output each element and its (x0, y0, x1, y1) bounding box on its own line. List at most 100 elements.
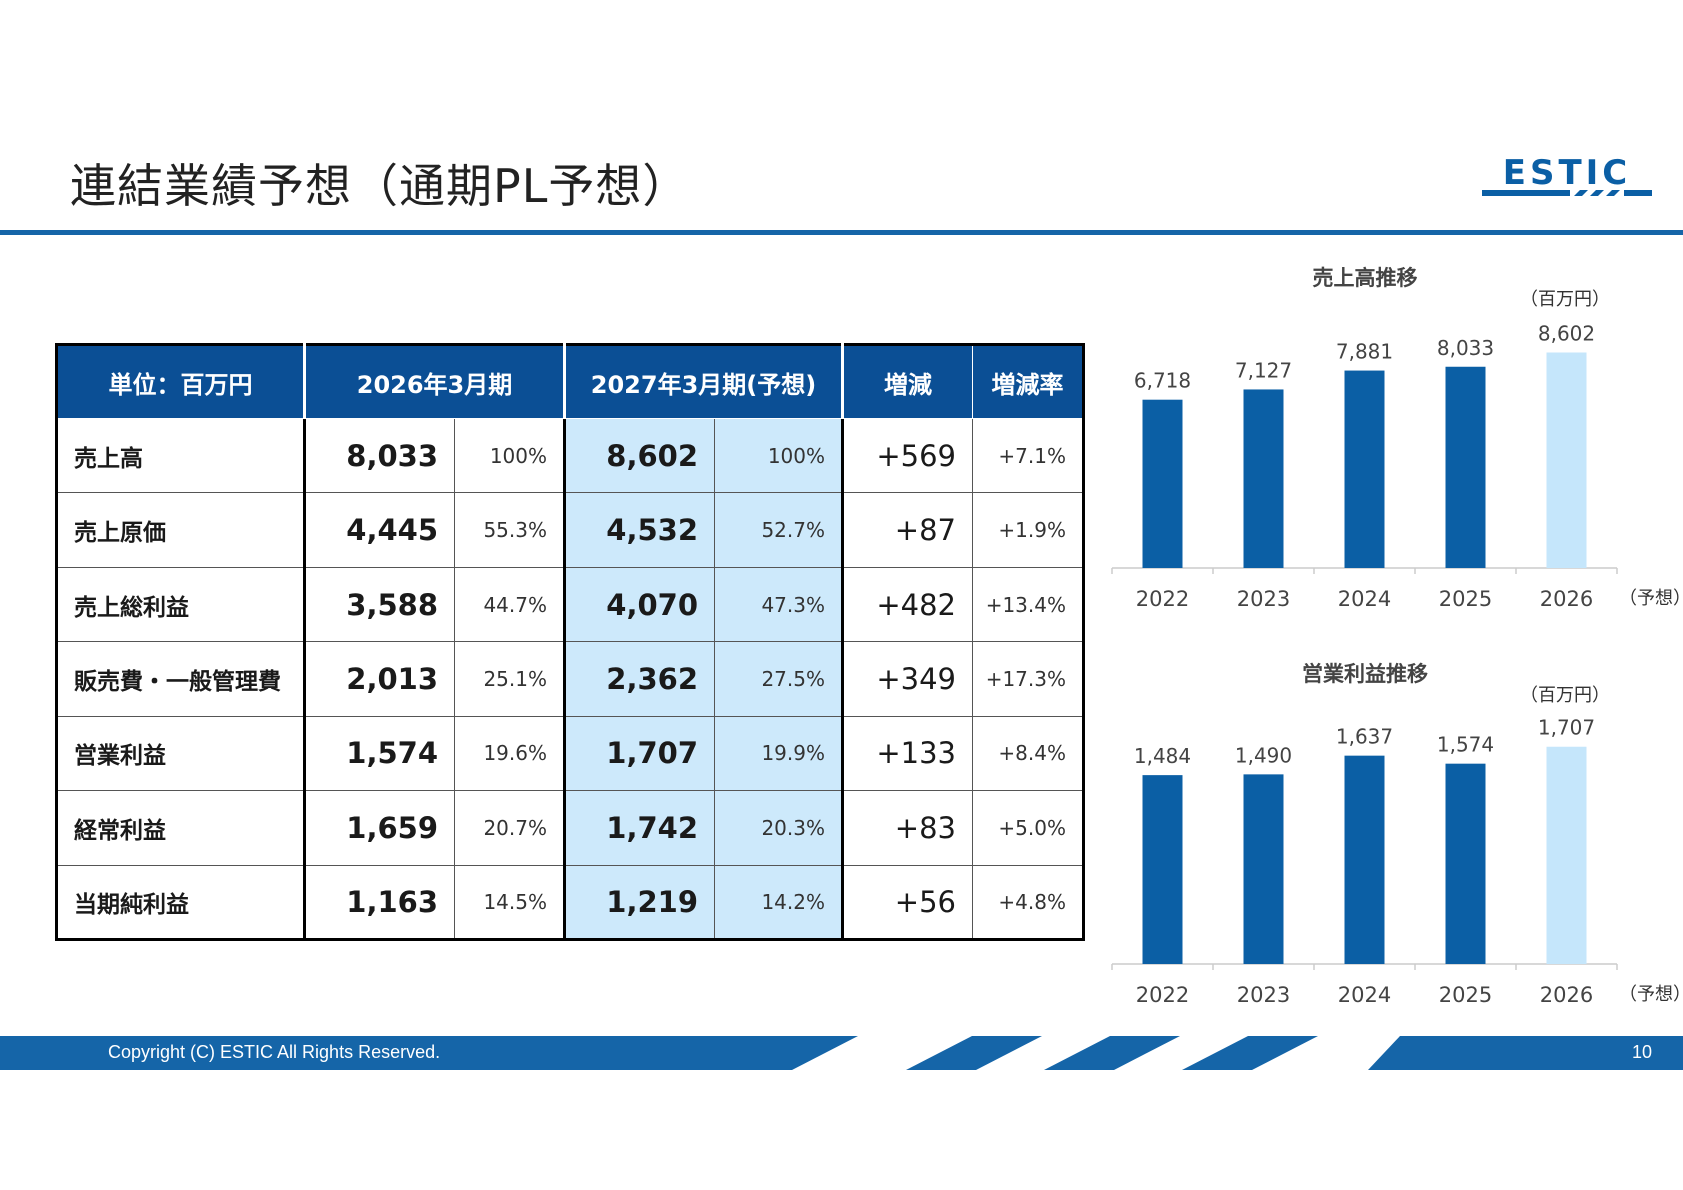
fy2027-ratio: 19.9% (714, 715, 843, 792)
header-unit: 単位：百万円 (56, 344, 305, 419)
op-value-label: 1,490 (1235, 743, 1292, 767)
sales-bar-2022 (1142, 399, 1183, 568)
fy2026-ratio: 100% (454, 417, 565, 494)
sales-category-label: 2024 (1338, 587, 1391, 611)
sales-category-label: 2023 (1237, 587, 1290, 611)
sales-value-label: 8,033 (1437, 336, 1494, 360)
sales-bar-2024 (1344, 370, 1385, 568)
change-rate: +17.3% (972, 641, 1084, 717)
row-label: 売上原価 (56, 492, 305, 568)
sales-category-label: 2022 (1136, 587, 1189, 611)
fy2026-value: 1,659 (303, 790, 455, 866)
estic-logo: ESTIC (1482, 153, 1652, 196)
fy2026-ratio: 44.7% (454, 566, 565, 643)
op-value-label: 1,574 (1437, 733, 1494, 757)
header-change-rate: 増減率 (972, 344, 1084, 419)
table-row: 売上総利益 3,588 44.7% 4,070 47.3% +482 +13.4% (56, 566, 1084, 643)
row-label: 売上総利益 (56, 566, 305, 643)
fy2027-ratio: 14.2% (714, 864, 843, 941)
sales-trend-chart: 売上高推移 （百万円） 6,718 2022 7,127 2023 7,881 2024 8,0… (1111, 266, 1683, 611)
table-row: 売上原価 4,445 55.3% 4,532 52.7% +87 +1.9% (56, 492, 1084, 568)
change-value: +482 (841, 566, 973, 643)
table-row: 当期純利益 1,163 14.5% 1,219 14.2% +56 +4.8% (56, 864, 1084, 941)
op-category-label: 2025 (1439, 983, 1492, 1007)
change-value: +569 (841, 417, 973, 494)
fy2026-ratio: 25.1% (454, 641, 565, 717)
sales-chart-title: 売上高推移 (1313, 266, 1418, 290)
sales-bar-2025 (1445, 366, 1486, 568)
sales-forecast-suffix: （予想） (1619, 588, 1683, 609)
op-forecast-suffix: （予想） (1619, 984, 1683, 1005)
fy2027-ratio: 27.5% (714, 641, 843, 717)
footer-bar (0, 1036, 1683, 1070)
header-fy2026: 2026年3月期 (303, 344, 565, 419)
op-value-label: 1,707 (1538, 716, 1595, 740)
change-value: +133 (841, 715, 973, 792)
fy2027-value: 2,362 (563, 641, 715, 717)
fy2027-ratio: 20.3% (714, 790, 843, 866)
fy2026-ratio: 14.5% (454, 864, 565, 941)
operating-profit-trend-chart: 営業利益推移 （百万円） 1,484 2022 1,490 2023 1,637 2024 1,… (1111, 662, 1683, 1007)
op-category-label: 2023 (1237, 983, 1290, 1007)
fy2026-value: 2,013 (303, 641, 455, 717)
sales-category-label: 2025 (1439, 587, 1492, 611)
fy2026-value: 4,445 (303, 492, 455, 568)
fy2026-ratio: 20.7% (454, 790, 565, 866)
fy2027-ratio: 100% (714, 417, 843, 494)
op-bar-2022 (1142, 775, 1183, 964)
change-rate: +8.4% (972, 715, 1084, 792)
change-rate: +5.0% (972, 790, 1084, 866)
fy2026-ratio: 19.6% (454, 715, 565, 792)
change-value: +87 (841, 492, 973, 568)
fy2027-value: 1,707 (563, 715, 715, 792)
fy2027-ratio: 47.3% (714, 566, 843, 643)
sales-value-label: 7,881 (1336, 340, 1393, 364)
row-label: 販売費・一般管理費 (56, 641, 305, 717)
table-row: 営業利益 1,574 19.6% 1,707 19.9% +133 +8.4% (56, 715, 1084, 792)
header-change: 増減 (841, 344, 973, 419)
fy2027-ratio: 52.7% (714, 492, 843, 568)
fy2027-value: 8,602 (563, 417, 715, 494)
sales-bar-2023 (1243, 389, 1284, 568)
op-bar-2023 (1243, 774, 1284, 964)
sales-bar-2026 (1546, 352, 1587, 568)
sales-value-label: 7,127 (1235, 358, 1292, 382)
fy2027-value: 1,742 (563, 790, 715, 866)
row-label: 売上高 (56, 417, 305, 494)
sales-value-label: 6,718 (1134, 369, 1191, 393)
fy2027-value: 1,219 (563, 864, 715, 941)
op-bar-2026 (1546, 746, 1587, 964)
fy2027-value: 4,532 (563, 492, 715, 568)
table-row: 売上高 8,033 100% 8,602 100% +569 +7.1% (56, 417, 1084, 494)
fy2026-ratio: 55.3% (454, 492, 565, 568)
fy2026-value: 8,033 (303, 417, 455, 494)
op-bar-2025 (1445, 763, 1486, 964)
fy2026-value: 3,588 (303, 566, 455, 643)
change-value: +349 (841, 641, 973, 717)
header-rule (0, 230, 1683, 235)
change-rate: +4.8% (972, 864, 1084, 941)
logo-text: ESTIC (1503, 153, 1632, 193)
fy2027-value: 4,070 (563, 566, 715, 643)
table-row: 経常利益 1,659 20.7% 1,742 20.3% +83 +5.0% (56, 790, 1084, 866)
table-header-row: 単位：百万円 2026年3月期 2027年3月期(予想) 増減 増減率 (56, 344, 1084, 419)
table-row: 販売費・一般管理費 2,013 25.1% 2,362 27.5% +349 +17.3% (56, 641, 1084, 717)
page-title: 連結業績予想（通期PL予想） (70, 159, 690, 213)
op-bar-2024 (1344, 755, 1385, 964)
row-label: 営業利益 (56, 715, 305, 792)
row-label: 当期純利益 (56, 864, 305, 941)
op-unit-label: （百万円） (1520, 685, 1610, 706)
change-rate: +7.1% (972, 417, 1084, 494)
pl-forecast-table: 単位：百万円 2026年3月期 2027年3月期(予想) 増減 増減率 売上高 8… (55, 343, 1085, 941)
page-number: 10 (1632, 1042, 1653, 1062)
sales-category-label: 2026 (1540, 587, 1593, 611)
sales-unit-label: （百万円） (1520, 289, 1610, 310)
sales-value-label: 8,602 (1538, 321, 1595, 345)
copyright-text: Copyright (C) ESTIC All Rights Reserved. (108, 1042, 441, 1062)
change-rate: +1.9% (972, 492, 1084, 568)
op-value-label: 1,484 (1134, 744, 1191, 768)
header-fy2027-forecast: 2027年3月期(予想) (563, 344, 843, 419)
fy2026-value: 1,163 (303, 864, 455, 941)
op-category-label: 2024 (1338, 983, 1391, 1007)
op-value-label: 1,637 (1336, 725, 1393, 749)
